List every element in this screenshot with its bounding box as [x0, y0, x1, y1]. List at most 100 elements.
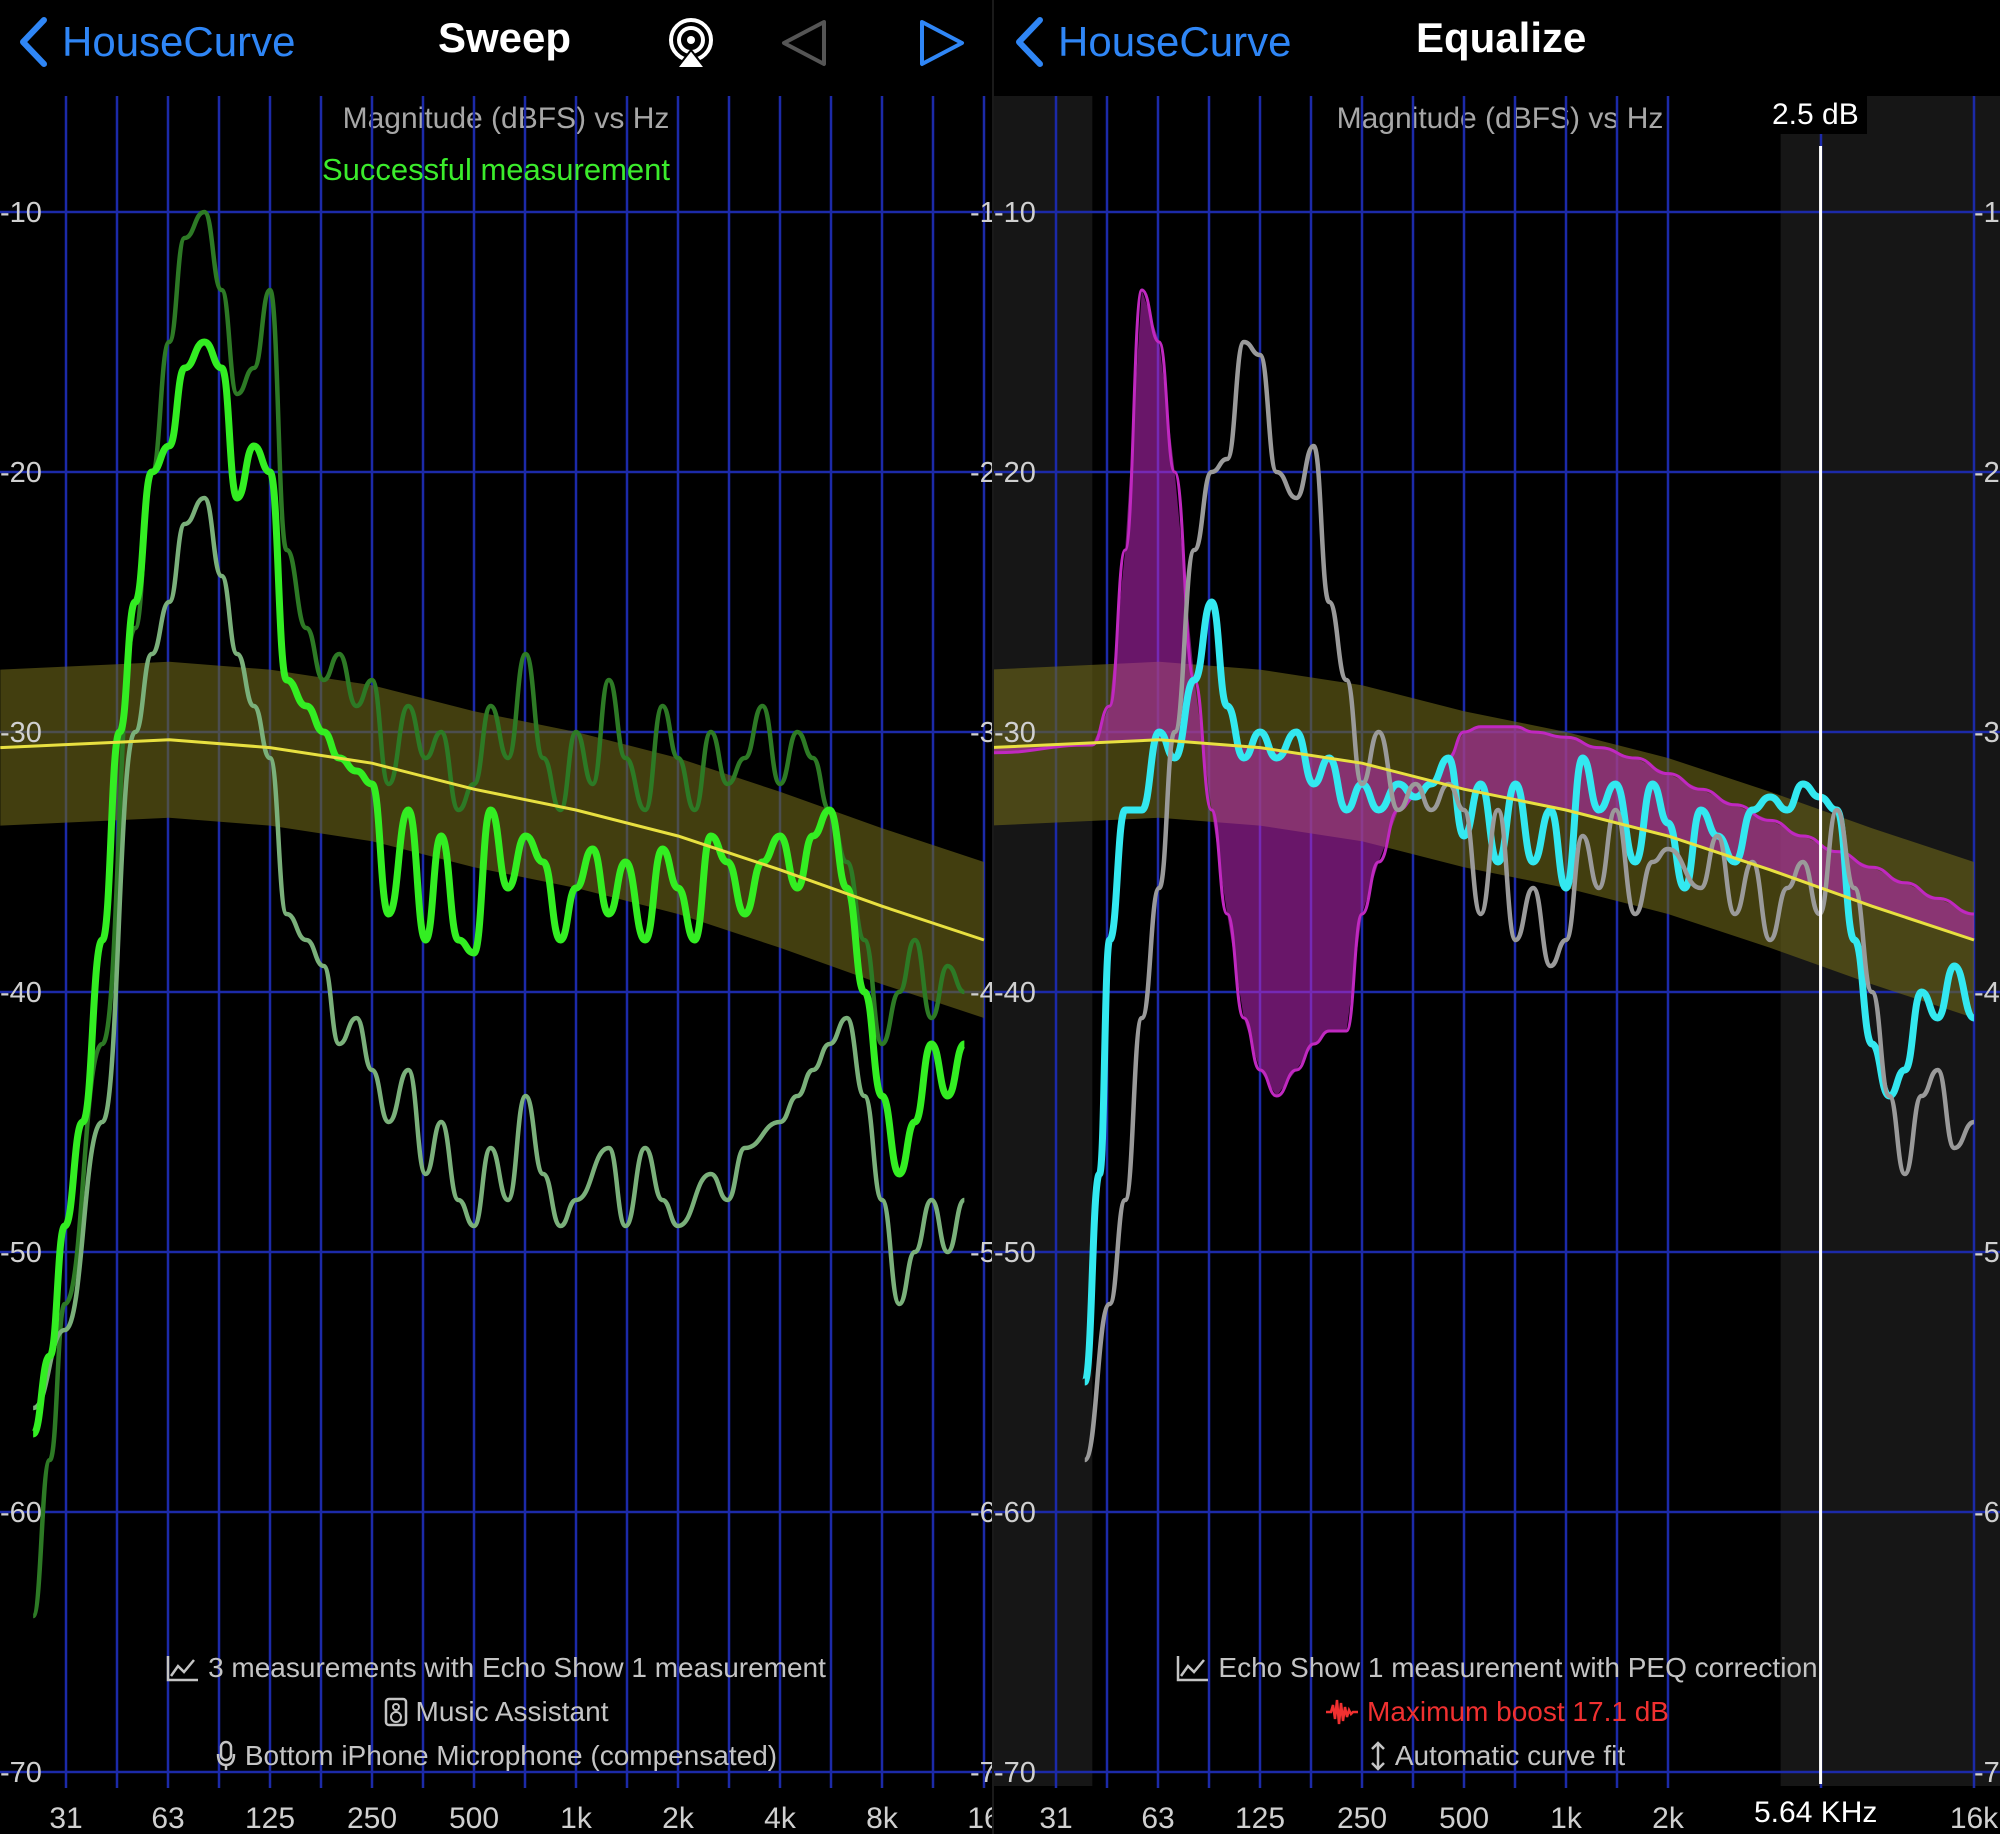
x-tick-label: 31: [49, 1802, 82, 1834]
earlier-measurement-curve: [30, 209, 966, 1619]
page-title: Equalize: [1416, 14, 1587, 61]
y-tick-label: -70: [1974, 1757, 2000, 1789]
x-tick-label: 16k: [1950, 1802, 1999, 1834]
equalize-panel: Magnitude (dBFS) vs Hz -10 -10 -20 -20 -30 -30…: [994, 0, 2000, 1834]
y-tick-label: -50: [970, 1237, 992, 1269]
y-tick-label: -10: [994, 197, 1036, 229]
chevron-left-icon: [20, 17, 47, 67]
x-tick-label: 1k: [560, 1802, 593, 1834]
equalize-chart[interactable]: Magnitude (dBFS) vs Hz -10 -10 -20 -20 -30 -30…: [994, 0, 2000, 1834]
y-tick-label: -50: [0, 1237, 42, 1269]
panel-divider: [992, 0, 994, 1834]
max-boost-text: Maximum boost 17.1 dB: [1367, 1696, 1669, 1727]
speaker-info-text: Music Assistant: [415, 1696, 609, 1727]
y-tick-label: -20: [1974, 457, 2000, 489]
x-tick-label: 63: [1141, 1802, 1174, 1834]
target-curve: [0, 738, 985, 942]
y-tick-label: -30: [1974, 717, 2000, 749]
x-tick-label: 16: [967, 1802, 992, 1834]
play-icon: [920, 20, 964, 66]
y-tick-label: -30: [0, 717, 42, 749]
y-tick-label: -10: [0, 197, 42, 229]
x-tick-label: 125: [1235, 1802, 1285, 1834]
measurement-info[interactable]: Echo Show 1 measurement with PEQ correct…: [994, 1652, 2000, 1684]
out-of-range-shade: [994, 96, 1093, 1786]
target-band: [0, 661, 985, 1018]
back-button[interactable]: HouseCurve: [18, 10, 295, 74]
curve-fit-text: Automatic curve fit: [1394, 1740, 1626, 1771]
y-tick-label: -40: [994, 977, 1036, 1009]
curve-fit-info[interactable]: Automatic curve fit: [994, 1740, 2000, 1772]
x-tick-label: 500: [449, 1802, 499, 1834]
measurement-info-text: Echo Show 1 measurement with PEQ correct…: [1218, 1652, 1818, 1683]
sweep-chart[interactable]: Magnitude (dBFS) vs Hz -10 -10 -20 -20 -30 -30…: [0, 0, 992, 1834]
y-tick-label: -40: [0, 977, 42, 1009]
equalize-navbar: HouseCurve Equalize: [994, 0, 2000, 92]
chart-line-icon: [1177, 1656, 1209, 1682]
sweep-navbar: HouseCurve Sweep: [0, 0, 992, 92]
x-tick-label: 250: [1337, 1802, 1387, 1834]
x-tick-label: 31: [1039, 1802, 1072, 1834]
uncorrected-curve: [1082, 339, 1975, 1463]
y-tick-label: -30: [970, 717, 992, 749]
y-tick-label: -70: [970, 1757, 992, 1789]
y-tick-label: -50: [994, 1237, 1036, 1269]
back-label: HouseCurve: [1058, 18, 1292, 65]
previous-icon: [782, 20, 826, 66]
x-tick-label: 8k: [866, 1802, 899, 1834]
back-button[interactable]: HouseCurve: [1014, 10, 1291, 74]
peq-filter-fill: [994, 290, 1974, 1096]
speaker-info[interactable]: Music Assistant: [0, 1696, 992, 1728]
page-title: Sweep: [438, 14, 572, 61]
y-tick-label: -60: [994, 1497, 1036, 1529]
y-tick-label: -40: [1974, 977, 2000, 1009]
chart-title: Magnitude (dBFS) vs Hz: [343, 102, 670, 135]
PEQ-correction-filter-curve: [994, 288, 1975, 1098]
y-tick-label: -70: [0, 1757, 42, 1789]
y-tick-label: -50: [1974, 1237, 2000, 1269]
y-tick-label: -20: [994, 457, 1036, 489]
x-tick-label: 63: [151, 1802, 184, 1834]
sweep-panel: Magnitude (dBFS) vs Hz -10 -10 -20 -20 -30 -30…: [0, 0, 992, 1834]
y-tick-label: -40: [970, 977, 992, 1009]
measurement-status: Successful measurement: [321, 152, 671, 187]
x-tick-label: 500: [1439, 1802, 1489, 1834]
x-tick-label: 250: [347, 1802, 397, 1834]
cursor-db-readout: 2.5 dB: [1764, 96, 1867, 134]
x-tick-label: 4k: [764, 1802, 797, 1834]
x-tick-label: 1k: [1550, 1802, 1583, 1834]
microphone-info-text: Bottom iPhone Microphone (compensated): [244, 1740, 778, 1771]
y-tick-label: -60: [1974, 1497, 2000, 1529]
airplay-button[interactable]: [663, 16, 719, 75]
waveform-icon: [1326, 1699, 1359, 1725]
current-curve: [29, 338, 967, 1438]
airplay-icon: [669, 18, 713, 69]
max-boost-info[interactable]: Maximum boost 17.1 dB: [994, 1696, 2000, 1728]
speaker-icon: [384, 1697, 407, 1727]
x-tick-label: 2k: [662, 1802, 695, 1834]
measurement-info-text: 3 measurements with Echo Show 1 measurem…: [208, 1652, 826, 1683]
previous-button[interactable]: [780, 18, 828, 73]
measurement-info[interactable]: 3 measurements with Echo Show 1 measurem…: [0, 1652, 992, 1684]
back-label: HouseCurve: [62, 18, 296, 65]
microphone-info[interactable]: Bottom iPhone Microphone (compensated): [0, 1740, 992, 1772]
y-tick-label: -60: [970, 1497, 992, 1529]
y-tick-label: -10: [1974, 197, 2000, 229]
microphone-icon: [216, 1740, 236, 1770]
chevron-left-icon: [1016, 17, 1043, 67]
up-down-arrow-icon: [1370, 1741, 1385, 1771]
cursor-frequency-readout: 5.64 KHz: [1746, 1794, 1886, 1832]
y-tick-label: -70: [994, 1757, 1036, 1789]
x-tick-label: 2k: [1652, 1802, 1685, 1834]
chart-line-icon: [166, 1656, 199, 1682]
play-button[interactable]: [918, 18, 966, 73]
y-tick-label: -30: [994, 717, 1036, 749]
y-tick-label: -10: [970, 197, 992, 229]
y-tick-label: -20: [0, 457, 42, 489]
earlier-measurement-curve: [32, 495, 966, 1411]
y-tick-label: -60: [0, 1497, 42, 1529]
x-tick-label: 125: [245, 1802, 295, 1834]
chart-title: Magnitude (dBFS) vs Hz: [1337, 102, 1664, 135]
corrected-curve: [1081, 598, 1976, 1386]
y-tick-label: -20: [970, 457, 992, 489]
